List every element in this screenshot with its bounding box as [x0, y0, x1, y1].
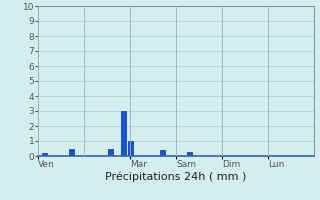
Bar	[128, 141, 132, 156]
Bar	[121, 111, 126, 156]
X-axis label: Précipitations 24h ( mm ): Précipitations 24h ( mm )	[105, 172, 247, 182]
Bar	[43, 153, 47, 156]
Bar	[108, 148, 113, 156]
Bar	[187, 152, 192, 156]
Bar	[160, 150, 165, 156]
Bar	[69, 148, 74, 156]
